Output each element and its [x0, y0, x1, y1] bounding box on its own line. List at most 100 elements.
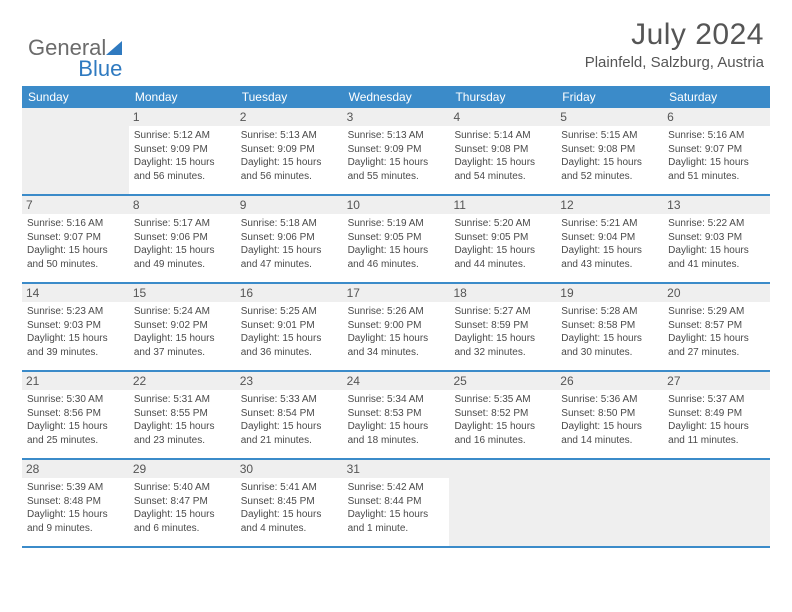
day-number: 6: [663, 108, 770, 126]
month-title: July 2024: [585, 18, 764, 52]
day-cell: 14Sunrise: 5:23 AMSunset: 9:03 PMDayligh…: [22, 284, 129, 370]
weekday-header-row: SundayMondayTuesdayWednesdayThursdayFrid…: [22, 86, 770, 108]
logo: General Blue: [28, 18, 122, 72]
day-cell: 24Sunrise: 5:34 AMSunset: 8:53 PMDayligh…: [343, 372, 450, 458]
day-cell: 1Sunrise: 5:12 AMSunset: 9:09 PMDaylight…: [129, 108, 236, 194]
daylight-line: Daylight: 15 hours and 37 minutes.: [134, 332, 231, 359]
daylight-line: Daylight: 15 hours and 36 minutes.: [241, 332, 338, 359]
day-number: 7: [22, 196, 129, 214]
sunset-line: Sunset: 9:00 PM: [348, 319, 445, 333]
weekday-label: Thursday: [449, 86, 556, 108]
weekday-label: Saturday: [663, 86, 770, 108]
day-cell-empty: [663, 460, 770, 546]
daylight-line: Daylight: 15 hours and 18 minutes.: [348, 420, 445, 447]
daylight-line: Daylight: 15 hours and 43 minutes.: [561, 244, 658, 271]
daylight-line: Daylight: 15 hours and 16 minutes.: [454, 420, 551, 447]
sunset-line: Sunset: 9:09 PM: [241, 143, 338, 157]
day-number: 11: [449, 196, 556, 214]
day-number: 13: [663, 196, 770, 214]
daylight-line: Daylight: 15 hours and 39 minutes.: [27, 332, 124, 359]
day-number: 4: [449, 108, 556, 126]
day-cell-empty: [449, 460, 556, 546]
weekday-label: Wednesday: [343, 86, 450, 108]
day-cell: 18Sunrise: 5:27 AMSunset: 8:59 PMDayligh…: [449, 284, 556, 370]
sunrise-line: Sunrise: 5:27 AM: [454, 305, 551, 319]
daylight-line: Daylight: 15 hours and 30 minutes.: [561, 332, 658, 359]
daylight-line: Daylight: 15 hours and 4 minutes.: [241, 508, 338, 535]
sunrise-line: Sunrise: 5:35 AM: [454, 393, 551, 407]
day-cell: 20Sunrise: 5:29 AMSunset: 8:57 PMDayligh…: [663, 284, 770, 370]
sunrise-line: Sunrise: 5:13 AM: [348, 129, 445, 143]
week-row: 14Sunrise: 5:23 AMSunset: 9:03 PMDayligh…: [22, 284, 770, 372]
daylight-line: Daylight: 15 hours and 47 minutes.: [241, 244, 338, 271]
sunrise-line: Sunrise: 5:16 AM: [27, 217, 124, 231]
day-cell: 31Sunrise: 5:42 AMSunset: 8:44 PMDayligh…: [343, 460, 450, 546]
day-cell: 15Sunrise: 5:24 AMSunset: 9:02 PMDayligh…: [129, 284, 236, 370]
day-number: 26: [556, 372, 663, 390]
sunset-line: Sunset: 9:07 PM: [668, 143, 765, 157]
sunrise-line: Sunrise: 5:13 AM: [241, 129, 338, 143]
sunset-line: Sunset: 8:47 PM: [134, 495, 231, 509]
sunset-line: Sunset: 8:54 PM: [241, 407, 338, 421]
daylight-line: Daylight: 15 hours and 46 minutes.: [348, 244, 445, 271]
day-number: 28: [22, 460, 129, 478]
sunrise-line: Sunrise: 5:36 AM: [561, 393, 658, 407]
daylight-line: Daylight: 15 hours and 49 minutes.: [134, 244, 231, 271]
day-cell: 16Sunrise: 5:25 AMSunset: 9:01 PMDayligh…: [236, 284, 343, 370]
weekday-label: Friday: [556, 86, 663, 108]
sunrise-line: Sunrise: 5:28 AM: [561, 305, 658, 319]
daylight-line: Daylight: 15 hours and 54 minutes.: [454, 156, 551, 183]
sunset-line: Sunset: 9:02 PM: [134, 319, 231, 333]
title-block: July 2024 Plainfeld, Salzburg, Austria: [585, 18, 764, 71]
day-number: 16: [236, 284, 343, 302]
sunset-line: Sunset: 9:05 PM: [454, 231, 551, 245]
week-row: 21Sunrise: 5:30 AMSunset: 8:56 PMDayligh…: [22, 372, 770, 460]
day-number: 19: [556, 284, 663, 302]
sunset-line: Sunset: 9:03 PM: [668, 231, 765, 245]
daylight-line: Daylight: 15 hours and 51 minutes.: [668, 156, 765, 183]
sunrise-line: Sunrise: 5:24 AM: [134, 305, 231, 319]
day-number: 20: [663, 284, 770, 302]
daylight-line: Daylight: 15 hours and 50 minutes.: [27, 244, 124, 271]
logo-sail-icon: [106, 41, 122, 55]
day-number: 10: [343, 196, 450, 214]
sunrise-line: Sunrise: 5:31 AM: [134, 393, 231, 407]
day-number: 9: [236, 196, 343, 214]
day-number: 17: [343, 284, 450, 302]
sunset-line: Sunset: 9:05 PM: [348, 231, 445, 245]
daylight-line: Daylight: 15 hours and 32 minutes.: [454, 332, 551, 359]
sunset-line: Sunset: 8:45 PM: [241, 495, 338, 509]
sunset-line: Sunset: 9:01 PM: [241, 319, 338, 333]
sunrise-line: Sunrise: 5:17 AM: [134, 217, 231, 231]
day-cell: 17Sunrise: 5:26 AMSunset: 9:00 PMDayligh…: [343, 284, 450, 370]
daylight-line: Daylight: 15 hours and 6 minutes.: [134, 508, 231, 535]
day-cell: 6Sunrise: 5:16 AMSunset: 9:07 PMDaylight…: [663, 108, 770, 194]
day-cell: 19Sunrise: 5:28 AMSunset: 8:58 PMDayligh…: [556, 284, 663, 370]
daylight-line: Daylight: 15 hours and 27 minutes.: [668, 332, 765, 359]
day-cell: 4Sunrise: 5:14 AMSunset: 9:08 PMDaylight…: [449, 108, 556, 194]
sunset-line: Sunset: 8:56 PM: [27, 407, 124, 421]
sunrise-line: Sunrise: 5:14 AM: [454, 129, 551, 143]
day-number: 27: [663, 372, 770, 390]
day-cell: 22Sunrise: 5:31 AMSunset: 8:55 PMDayligh…: [129, 372, 236, 458]
daylight-line: Daylight: 15 hours and 52 minutes.: [561, 156, 658, 183]
sunset-line: Sunset: 9:09 PM: [348, 143, 445, 157]
day-cell: 10Sunrise: 5:19 AMSunset: 9:05 PMDayligh…: [343, 196, 450, 282]
day-number: 1: [129, 108, 236, 126]
daylight-line: Daylight: 15 hours and 1 minute.: [348, 508, 445, 535]
week-row: 1Sunrise: 5:12 AMSunset: 9:09 PMDaylight…: [22, 108, 770, 196]
sunset-line: Sunset: 8:50 PM: [561, 407, 658, 421]
day-cell: 29Sunrise: 5:40 AMSunset: 8:47 PMDayligh…: [129, 460, 236, 546]
day-cell: 9Sunrise: 5:18 AMSunset: 9:06 PMDaylight…: [236, 196, 343, 282]
sunrise-line: Sunrise: 5:37 AM: [668, 393, 765, 407]
daylight-line: Daylight: 15 hours and 25 minutes.: [27, 420, 124, 447]
sunset-line: Sunset: 8:48 PM: [27, 495, 124, 509]
sunset-line: Sunset: 8:57 PM: [668, 319, 765, 333]
week-row: 28Sunrise: 5:39 AMSunset: 8:48 PMDayligh…: [22, 460, 770, 548]
daylight-line: Daylight: 15 hours and 14 minutes.: [561, 420, 658, 447]
day-number: 31: [343, 460, 450, 478]
day-number: 21: [22, 372, 129, 390]
daylight-line: Daylight: 15 hours and 21 minutes.: [241, 420, 338, 447]
daylight-line: Daylight: 15 hours and 55 minutes.: [348, 156, 445, 183]
logo-text-blue: Blue: [78, 56, 122, 82]
